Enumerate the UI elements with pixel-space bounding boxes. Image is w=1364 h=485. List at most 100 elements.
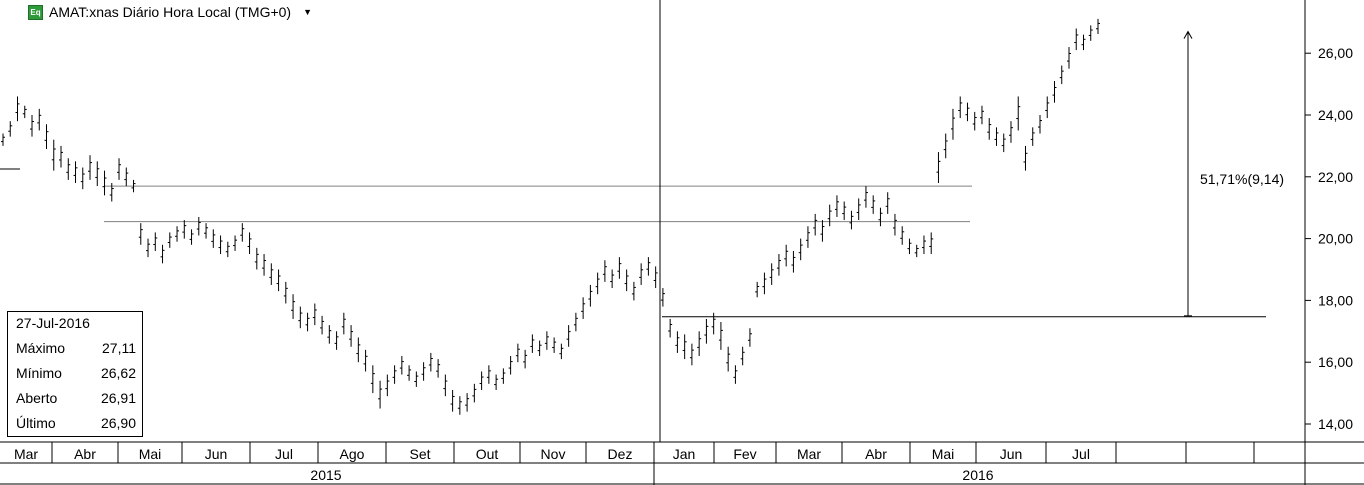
info-row-last: Último 26,90 [16, 415, 136, 435]
ohlc-bar [631, 281, 636, 301]
info-label: Último [16, 415, 56, 431]
ohlc-bar [1030, 127, 1035, 146]
ohlc-bar [262, 254, 267, 276]
ohlc-bar [747, 328, 752, 347]
ohlc-bar [370, 365, 375, 394]
ohlc-bar [153, 232, 158, 251]
ohlc-bar [95, 161, 100, 187]
year-label: 2016 [962, 467, 993, 483]
ohlc-bar [958, 96, 963, 119]
month-label: Nov [541, 446, 566, 462]
ohlc-bar [494, 374, 499, 391]
chart-title-bar[interactable]: Eq AMAT:xnas Diário Hora Local (TMG+0) ▼ [28, 3, 312, 21]
ohlc-bar [102, 170, 107, 196]
ohlc-bar [950, 108, 955, 140]
ohlc-bar [1037, 115, 1042, 134]
ohlc-bar [617, 257, 622, 279]
ohlc-bar [44, 124, 49, 149]
ohlc-bar [407, 365, 412, 381]
month-label: Ago [340, 446, 365, 462]
ohlc-bar [1023, 145, 1028, 171]
y-tick-label: 16,00 [1318, 354, 1353, 370]
ohlc-bar [1074, 28, 1079, 51]
ohlc-bar [834, 195, 839, 217]
ohlc-bar [436, 359, 441, 378]
info-label: Máximo [16, 340, 66, 356]
month-label: Mai [932, 446, 955, 462]
ohlc-bar [646, 257, 651, 276]
ohlc-bar [1096, 18, 1100, 35]
ohlc-bar [660, 288, 665, 307]
ohlc-bar [486, 365, 491, 384]
ohlc-bar [965, 102, 970, 122]
ohlc-bar [421, 362, 426, 381]
ohlc-bar [537, 340, 542, 357]
month-label: Abr [74, 446, 96, 462]
ohlc-bar [298, 306, 303, 329]
ohlc-info-panel: 27-Jul-2016 Máximo 27,11 Mínimo 26,62 Ab… [7, 311, 143, 437]
month-label: Jun [205, 446, 228, 462]
ohlc-bar [233, 235, 238, 251]
ohlc-bar [798, 238, 803, 261]
ohlc-bar [769, 263, 774, 285]
ohlc-bar [204, 223, 209, 239]
ohlc-bar [392, 365, 397, 384]
ohlc-bar [218, 235, 223, 255]
ohlc-bar [254, 247, 259, 270]
month-label: Mar [797, 446, 821, 462]
ohlc-bar [414, 371, 419, 387]
ohlc-bar [472, 383, 477, 403]
ohlc-bar [1052, 81, 1057, 103]
ohlc-bar [450, 390, 455, 412]
y-tick-label: 20,00 [1318, 231, 1353, 247]
month-label: Abr [865, 446, 887, 462]
ohlc-bar [283, 281, 288, 304]
ohlc-bar [66, 158, 71, 180]
ohlc-bar [269, 263, 274, 285]
ohlc-bar [653, 266, 658, 289]
ohlc-bar [51, 139, 56, 171]
y-tick-label: 18,00 [1318, 292, 1353, 308]
ohlc-bar [399, 356, 404, 375]
ohlc-bar [378, 380, 383, 409]
ohlc-bar [1008, 121, 1013, 143]
info-value: 27,11 [102, 340, 136, 356]
ohlc-bar [726, 346, 731, 372]
ohlc-bar [704, 318, 709, 344]
ohlc-bar [312, 303, 317, 326]
ohlc-bar [929, 232, 934, 255]
ohlc-bar [784, 244, 789, 267]
equity-badge-icon: Eq [28, 4, 43, 20]
ohlc-bar [1088, 25, 1093, 41]
month-label: Jul [275, 446, 293, 462]
ohlc-bar [552, 337, 557, 353]
ohlc-bar [813, 213, 818, 236]
ohlc-bar [900, 226, 905, 245]
ohlc-bar [740, 346, 745, 366]
ohlc-bar [501, 368, 506, 384]
ohlc-bar [22, 105, 27, 119]
ohlc-bar [1045, 96, 1050, 119]
ohlc-bar [320, 315, 325, 335]
ohlc-bar [479, 371, 484, 391]
ohlc-bar [689, 343, 694, 366]
ohlc-bar [189, 229, 194, 245]
ohlc-bar [465, 393, 470, 412]
ohlc-bar [211, 229, 216, 248]
ohlc-bar [109, 182, 114, 202]
ohlc-bar [827, 204, 832, 227]
ohlc-bar [334, 331, 339, 350]
month-label: Mai [139, 446, 162, 462]
ohlc-bar [523, 349, 528, 369]
dropdown-arrow-icon[interactable]: ▼ [303, 7, 313, 17]
ohlc-bar [762, 272, 767, 295]
ohlc-bar [697, 331, 702, 357]
ohlc-bar [1001, 133, 1006, 153]
info-label: Aberto [16, 390, 58, 406]
ohlc-bar [428, 352, 433, 372]
ohlc-bar [668, 318, 673, 338]
ohlc-bar [820, 220, 825, 242]
ohlc-bar [225, 241, 230, 258]
month-label: Fev [733, 446, 756, 462]
